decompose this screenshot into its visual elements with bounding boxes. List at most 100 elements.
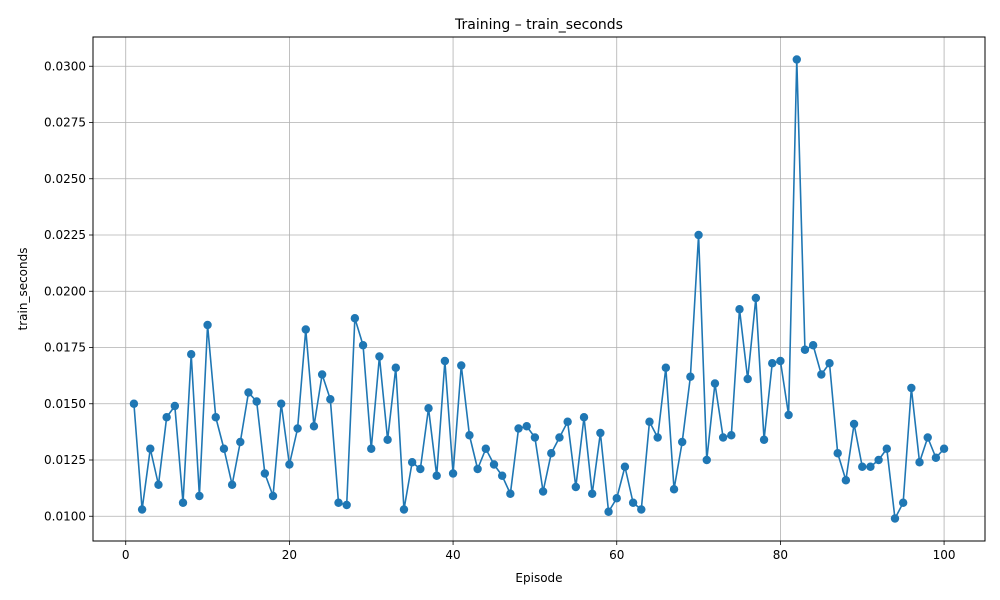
x-axis-label: Episode	[515, 571, 562, 585]
data-point	[612, 494, 621, 503]
series-line	[133, 58, 945, 520]
data-point	[137, 505, 147, 514]
data-point	[432, 471, 441, 480]
data-point	[866, 462, 875, 471]
data-point	[620, 462, 630, 471]
data-point	[407, 458, 417, 467]
data-point	[596, 428, 605, 438]
data-point	[129, 399, 139, 408]
data-point	[465, 431, 474, 440]
data-point	[898, 498, 908, 507]
x-axis-ticks: 0 20 40 60 80 100	[122, 541, 956, 562]
series-layer	[129, 55, 949, 523]
data-point	[710, 379, 720, 388]
data-point	[391, 363, 400, 372]
y-tick-label: 0.0250	[44, 172, 86, 186]
data-point	[874, 455, 883, 465]
y-tick-label: 0.0100	[44, 509, 86, 523]
data-point	[776, 356, 785, 366]
data-point	[849, 419, 859, 429]
data-point	[170, 401, 180, 411]
y-axis-ticks: 0.0100 0.0125 0.0150 0.0175 0.0200 0.0225 0.02…	[44, 59, 93, 523]
data-point	[637, 505, 646, 514]
data-point	[686, 372, 695, 381]
data-point	[448, 469, 458, 478]
y-tick-label: 0.0300	[44, 59, 86, 73]
data-point	[530, 433, 540, 442]
x-tick-label: 40	[445, 548, 460, 562]
data-point	[571, 482, 581, 492]
data-point	[669, 485, 679, 494]
data-point	[375, 352, 384, 361]
data-point	[645, 417, 654, 426]
data-point	[792, 55, 801, 64]
data-point	[367, 444, 376, 453]
data-point	[718, 433, 728, 442]
data-point	[800, 345, 810, 354]
data-point	[678, 437, 687, 447]
x-tick-label: 20	[282, 548, 297, 562]
data-point	[890, 514, 900, 523]
y-tick-label: 0.0200	[44, 284, 86, 298]
data-point	[694, 230, 703, 240]
data-point	[751, 293, 761, 303]
data-point	[317, 370, 327, 379]
data-point	[506, 489, 515, 498]
data-point	[162, 413, 171, 422]
y-tick-label: 0.0150	[44, 397, 86, 411]
data-point	[538, 487, 548, 496]
data-point	[497, 471, 507, 480]
data-point	[563, 417, 572, 426]
data-point	[923, 433, 932, 442]
data-point	[326, 395, 335, 404]
data-point	[915, 458, 924, 467]
data-point	[833, 449, 842, 458]
data-point	[146, 444, 155, 453]
y-tick-label: 0.0125	[44, 453, 86, 467]
data-point	[309, 422, 319, 431]
x-tick-label: 60	[609, 548, 624, 562]
y-axis-label: train_seconds	[16, 248, 30, 331]
data-point	[424, 404, 433, 413]
data-point	[489, 460, 499, 469]
data-point	[334, 498, 343, 507]
data-point	[358, 341, 368, 350]
data-point	[653, 433, 662, 442]
data-point	[522, 422, 531, 431]
data-point	[293, 424, 302, 433]
data-point	[481, 444, 491, 453]
data-point	[579, 413, 589, 422]
data-point	[841, 476, 851, 485]
data-point	[301, 325, 310, 334]
data-point	[817, 370, 826, 379]
data-point	[931, 453, 941, 462]
data-point	[939, 444, 949, 453]
data-point	[858, 462, 867, 471]
data-point	[547, 449, 556, 458]
data-point	[268, 491, 278, 501]
data-point	[514, 424, 523, 433]
data-point	[195, 491, 204, 501]
data-point	[735, 305, 744, 314]
grid	[93, 37, 985, 541]
data-point	[416, 464, 425, 474]
data-point	[759, 435, 769, 444]
data-point	[342, 500, 351, 510]
x-tick-label: 100	[933, 548, 956, 562]
data-point	[252, 397, 261, 406]
data-point	[178, 498, 188, 507]
data-point	[555, 433, 564, 442]
data-point	[743, 374, 752, 384]
y-tick-label: 0.0225	[44, 228, 86, 242]
data-point	[727, 431, 736, 440]
data-point	[440, 356, 450, 366]
data-point	[784, 410, 793, 420]
data-point	[260, 469, 270, 478]
data-point	[236, 437, 245, 447]
data-point	[604, 507, 613, 516]
data-point	[907, 383, 916, 393]
data-point	[187, 350, 196, 359]
data-point	[219, 444, 229, 453]
